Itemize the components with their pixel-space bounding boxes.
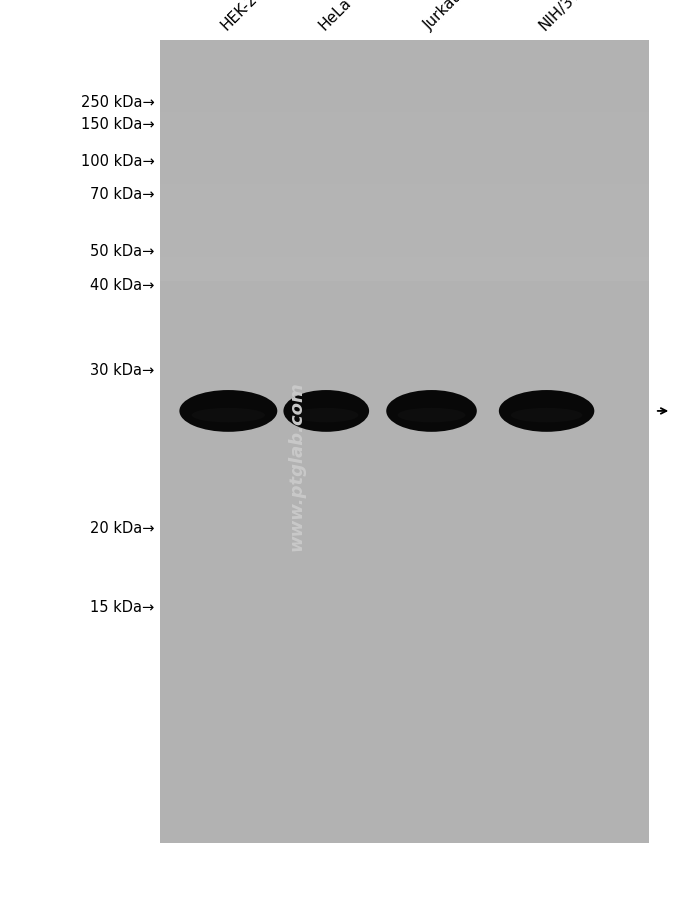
Text: 100 kDa→: 100 kDa→ bbox=[81, 153, 154, 169]
Bar bbox=[160, 270, 649, 281]
Ellipse shape bbox=[192, 409, 265, 423]
Bar bbox=[160, 77, 649, 88]
Bar bbox=[160, 149, 649, 161]
Bar bbox=[160, 41, 649, 843]
Text: 250 kDa→: 250 kDa→ bbox=[81, 95, 154, 110]
Text: 30 kDa→: 30 kDa→ bbox=[90, 363, 154, 377]
Bar bbox=[160, 221, 649, 234]
Ellipse shape bbox=[499, 391, 594, 432]
Text: 15 kDa→: 15 kDa→ bbox=[90, 599, 154, 614]
Bar bbox=[160, 161, 649, 173]
Bar bbox=[160, 113, 649, 124]
Text: HEK-293: HEK-293 bbox=[218, 0, 273, 33]
Text: 50 kDa→: 50 kDa→ bbox=[90, 244, 154, 258]
Ellipse shape bbox=[294, 409, 358, 423]
Bar bbox=[160, 101, 649, 113]
Text: Jurkat: Jurkat bbox=[421, 0, 463, 33]
Bar bbox=[160, 173, 649, 185]
Ellipse shape bbox=[386, 391, 477, 432]
Bar bbox=[160, 257, 649, 270]
Text: HeLa: HeLa bbox=[316, 0, 354, 33]
Text: 70 kDa→: 70 kDa→ bbox=[90, 188, 154, 202]
Bar bbox=[160, 52, 649, 65]
Bar bbox=[160, 137, 649, 149]
Ellipse shape bbox=[284, 391, 369, 432]
Text: 40 kDa→: 40 kDa→ bbox=[90, 278, 154, 293]
Bar bbox=[160, 198, 649, 209]
Bar bbox=[160, 124, 649, 137]
Text: www.ptglab.com: www.ptglab.com bbox=[288, 382, 306, 551]
Ellipse shape bbox=[511, 409, 582, 423]
Bar bbox=[160, 209, 649, 221]
Ellipse shape bbox=[180, 391, 277, 432]
Bar bbox=[160, 88, 649, 101]
Bar bbox=[160, 65, 649, 77]
Text: 20 kDa→: 20 kDa→ bbox=[90, 520, 154, 536]
Ellipse shape bbox=[398, 409, 466, 423]
Bar bbox=[160, 41, 649, 52]
Bar bbox=[160, 245, 649, 257]
Bar bbox=[160, 185, 649, 198]
Bar bbox=[160, 234, 649, 245]
Text: NIH/3T3: NIH/3T3 bbox=[536, 0, 590, 33]
Text: 150 kDa→: 150 kDa→ bbox=[81, 116, 154, 132]
